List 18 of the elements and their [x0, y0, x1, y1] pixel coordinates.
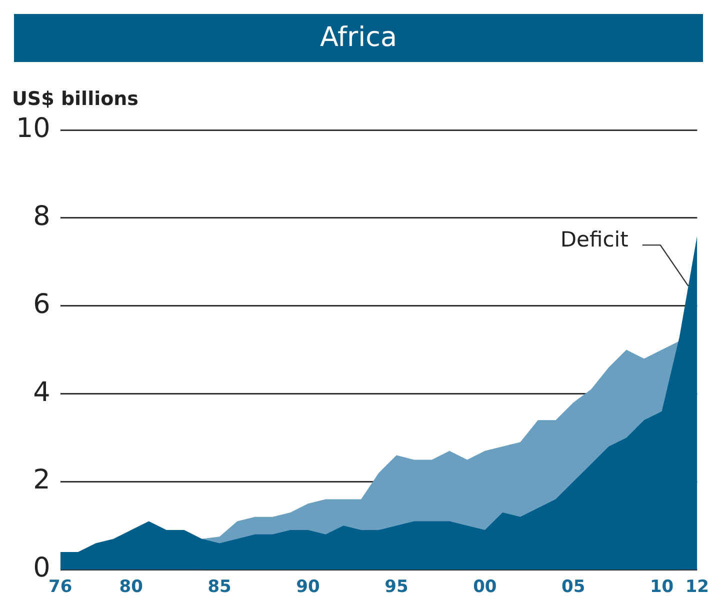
x-tick-label: 80 [119, 577, 144, 598]
y-tick-label: 8 [33, 200, 50, 232]
y-tick-label: 10 [16, 113, 50, 144]
x-tick-label: 95 [384, 577, 408, 598]
x-tick-label: 12 [685, 577, 710, 598]
x-tick-label: 10 [650, 577, 674, 598]
y-tick-label: 0 [33, 552, 50, 584]
x-tick-label: 85 [208, 577, 232, 598]
x-tick-label: 00 [473, 577, 497, 598]
x-tick-label: 05 [562, 577, 586, 598]
y-axis-title: US$ billions [12, 88, 138, 110]
annotation: Deficit [560, 228, 628, 252]
x-tick-label: 76 [48, 577, 72, 598]
y-tick-label: 4 [33, 376, 50, 408]
y-tick-label: 6 [33, 288, 50, 320]
x-tick-label: 90 [296, 577, 320, 598]
y-tick-label: 2 [33, 464, 50, 496]
chart-title: Africa [14, 14, 703, 62]
